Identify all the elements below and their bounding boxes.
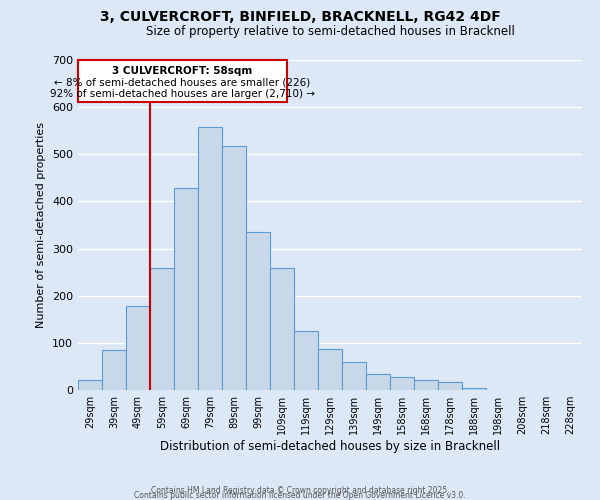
Bar xyxy=(126,306,150,390)
Bar xyxy=(462,388,486,390)
Bar xyxy=(102,350,126,390)
Bar xyxy=(390,377,414,390)
Y-axis label: Number of semi-detached properties: Number of semi-detached properties xyxy=(37,122,46,328)
Bar xyxy=(318,348,342,390)
Bar xyxy=(174,188,198,390)
Bar xyxy=(246,232,270,390)
Text: 92% of semi-detached houses are larger (2,710) →: 92% of semi-detached houses are larger (… xyxy=(50,89,315,99)
Text: Contains public sector information licensed under the Open Government Licence v3: Contains public sector information licen… xyxy=(134,490,466,500)
Text: 3 CULVERCROFT: 58sqm: 3 CULVERCROFT: 58sqm xyxy=(112,66,253,76)
Bar xyxy=(366,374,390,390)
Bar xyxy=(342,362,366,390)
Bar xyxy=(78,60,287,102)
Bar xyxy=(414,380,438,390)
Bar xyxy=(150,268,174,390)
Bar xyxy=(222,146,246,390)
Text: Contains HM Land Registry data © Crown copyright and database right 2025.: Contains HM Land Registry data © Crown c… xyxy=(151,486,449,495)
Bar xyxy=(438,382,462,390)
X-axis label: Distribution of semi-detached houses by size in Bracknell: Distribution of semi-detached houses by … xyxy=(160,440,500,453)
Bar xyxy=(78,380,102,390)
Bar xyxy=(294,331,318,390)
Text: ← 8% of semi-detached houses are smaller (226): ← 8% of semi-detached houses are smaller… xyxy=(54,78,311,88)
Bar xyxy=(198,127,222,390)
Text: 3, CULVERCROFT, BINFIELD, BRACKNELL, RG42 4DF: 3, CULVERCROFT, BINFIELD, BRACKNELL, RG4… xyxy=(100,10,500,24)
Title: Size of property relative to semi-detached houses in Bracknell: Size of property relative to semi-detach… xyxy=(146,25,514,38)
Bar xyxy=(270,268,294,390)
